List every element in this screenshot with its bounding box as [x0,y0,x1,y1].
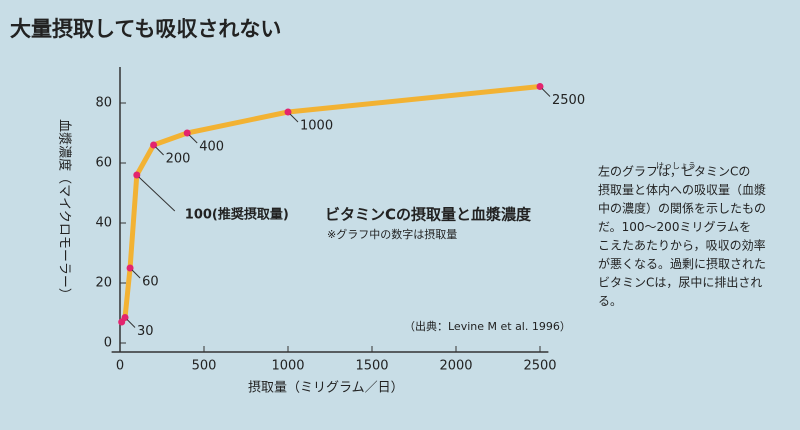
x-tick-label: 2000 [439,359,472,374]
x-tick-label: 1500 [355,359,388,374]
point-label: 100(推奨摂取量) [185,207,289,223]
y-axis-label: 血漿濃度（マイクロモーラー） [57,119,73,301]
inner-subtitle: ※グラフ中の数字は摂取量 [327,227,457,241]
note-line: だ。100〜200ミリグラムを [598,220,751,234]
note-line: る。 [598,294,622,308]
point-label: 1000 [300,119,333,134]
label-leader [188,134,198,144]
y-tick-label: 20 [95,276,112,291]
label-leader [155,146,164,156]
x-axis-label: 摂取量（ミリグラム／日） [248,380,404,396]
label-leader [541,88,551,97]
data-point [126,264,134,272]
label-leader [131,269,141,279]
note-line: 左のグラフは，ビタミンCの [598,164,750,179]
chart-title: 大量摂取しても吸収されない [10,17,281,41]
label-leader [289,113,299,123]
x-tick-label: 1000 [271,359,304,374]
point-label: 30 [137,324,154,339]
point-label: 2500 [552,93,585,108]
data-point [150,141,158,149]
data-point [133,171,141,179]
y-tick-label: 0 [104,336,112,351]
data-point [183,129,191,137]
point-label: 400 [199,140,224,155]
source: （出典：Levine M et al. 1996） [404,319,571,333]
note-line: 中の濃度）の関係を示したもの [598,201,766,216]
x-tick-label: 2500 [523,359,556,374]
y-tick-label: 80 [95,96,112,111]
data-line [119,84,541,324]
note-line: が悪くなる。過剰に摂取された [598,256,766,271]
note-line: こえたあたりから，吸収の効率 [598,238,766,253]
inner-title: ビタミンCの摂取量と血漿濃度 [325,206,532,224]
point-label: 60 [142,275,159,290]
data-point [121,314,129,321]
y-tick-label: 40 [95,216,112,231]
label-leader [138,176,176,212]
label-leader [126,319,136,328]
note-line: ビタミンCは，尿中に排出され [598,275,762,290]
y-tick-label: 60 [95,156,112,171]
point-label: 200 [166,152,191,167]
note-line: 摂取量と体内への吸収量（血漿 [598,182,766,197]
data-point [284,108,292,116]
ruby: けっしょう [656,162,696,171]
data-point [536,83,544,90]
x-tick-label: 0 [116,359,124,374]
x-tick-label: 500 [192,359,217,374]
